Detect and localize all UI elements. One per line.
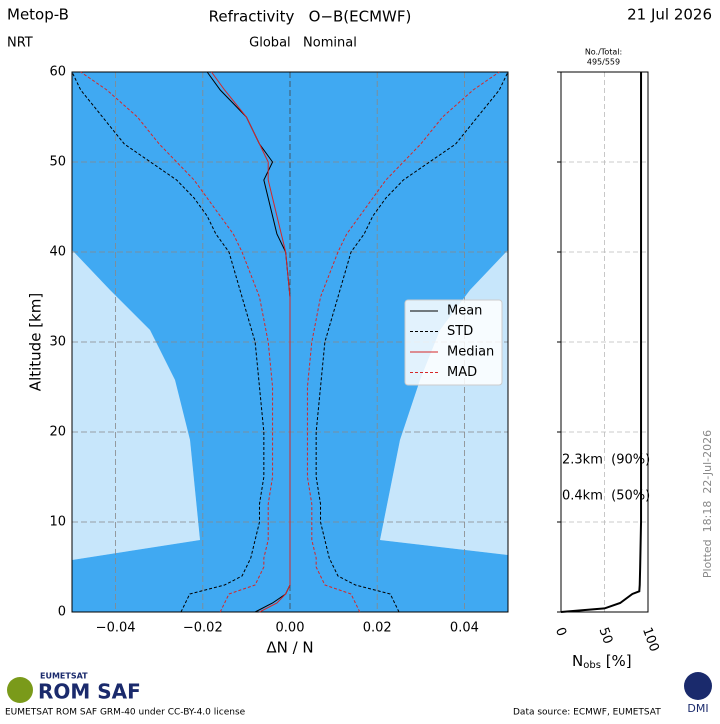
y-axis-label: Altitude [km] — [27, 293, 45, 391]
x-tick-label: 50 — [595, 625, 615, 646]
dmi-text: DMI — [687, 702, 708, 715]
nobs-line — [560, 72, 643, 613]
panel-subtitle: 495/559 — [587, 58, 620, 67]
legend-label: STD — [447, 324, 473, 339]
x-axis-label-part: [%] — [601, 652, 632, 670]
x-tick-label: 100 — [639, 625, 662, 653]
logo-top: EUMETSAT — [40, 672, 88, 681]
series-line — [80, 71, 274, 613]
source: Data source: ECMWF, EUMETSAT — [513, 708, 661, 718]
x-axis-label: ΔN / N — [266, 639, 313, 657]
y-tick-label: 20 — [49, 425, 66, 440]
y-tick-label: 60 — [49, 65, 66, 80]
y-tick-label: 40 — [49, 245, 66, 260]
subtitle: Global Nominal — [249, 36, 357, 51]
series-line — [71, 71, 265, 613]
x-tick-label: 0.04 — [450, 621, 479, 636]
x-tick-label: −0.04 — [96, 621, 136, 636]
logo-main: ROM SAF — [38, 680, 141, 704]
x-tick-label: 0.02 — [363, 621, 392, 636]
annotation: 2.3km (90%) — [562, 453, 650, 468]
x-tick-label: 0 — [552, 625, 569, 638]
plot-frame — [560, 71, 649, 613]
logo-globe — [7, 677, 33, 703]
series-line — [306, 71, 500, 613]
title: Refractivity O−B(ECMWF) — [209, 8, 412, 26]
satellite: Metop-B — [7, 6, 69, 24]
x-tick-label: −0.02 — [183, 621, 223, 636]
plot-frame — [71, 71, 509, 613]
legend-box — [404, 299, 503, 386]
x-axis-label-part: N — [572, 652, 583, 670]
legend-label: MAD — [447, 365, 477, 380]
date: 21 Jul 2026 — [627, 6, 712, 24]
license: EUMETSAT ROM SAF GRM-40 under CC-BY-4.0 … — [5, 708, 246, 718]
x-axis-label: Nobs [%] — [572, 652, 632, 672]
y-tick-label: 10 — [49, 515, 66, 530]
y-tick-label: 50 — [49, 155, 66, 170]
panel-title: No./Total: — [585, 48, 622, 57]
y-tick-label: 0 — [58, 605, 66, 620]
series-line — [211, 71, 291, 613]
legend-label: Mean — [447, 304, 482, 319]
y-tick-label: 30 — [49, 335, 66, 350]
series-line — [315, 71, 509, 613]
annotation: 0.4km (50%) — [562, 489, 650, 504]
cloud-fringe — [72, 250, 508, 560]
plotted: Plotted 18:18 22-Jul-2026 — [701, 430, 714, 578]
x-tick-label: 0.00 — [276, 621, 305, 636]
legend-label: Median — [447, 345, 494, 360]
mode: NRT — [7, 36, 33, 51]
dmi-logo — [684, 672, 712, 700]
x-axis-label-part: obs — [583, 660, 601, 671]
